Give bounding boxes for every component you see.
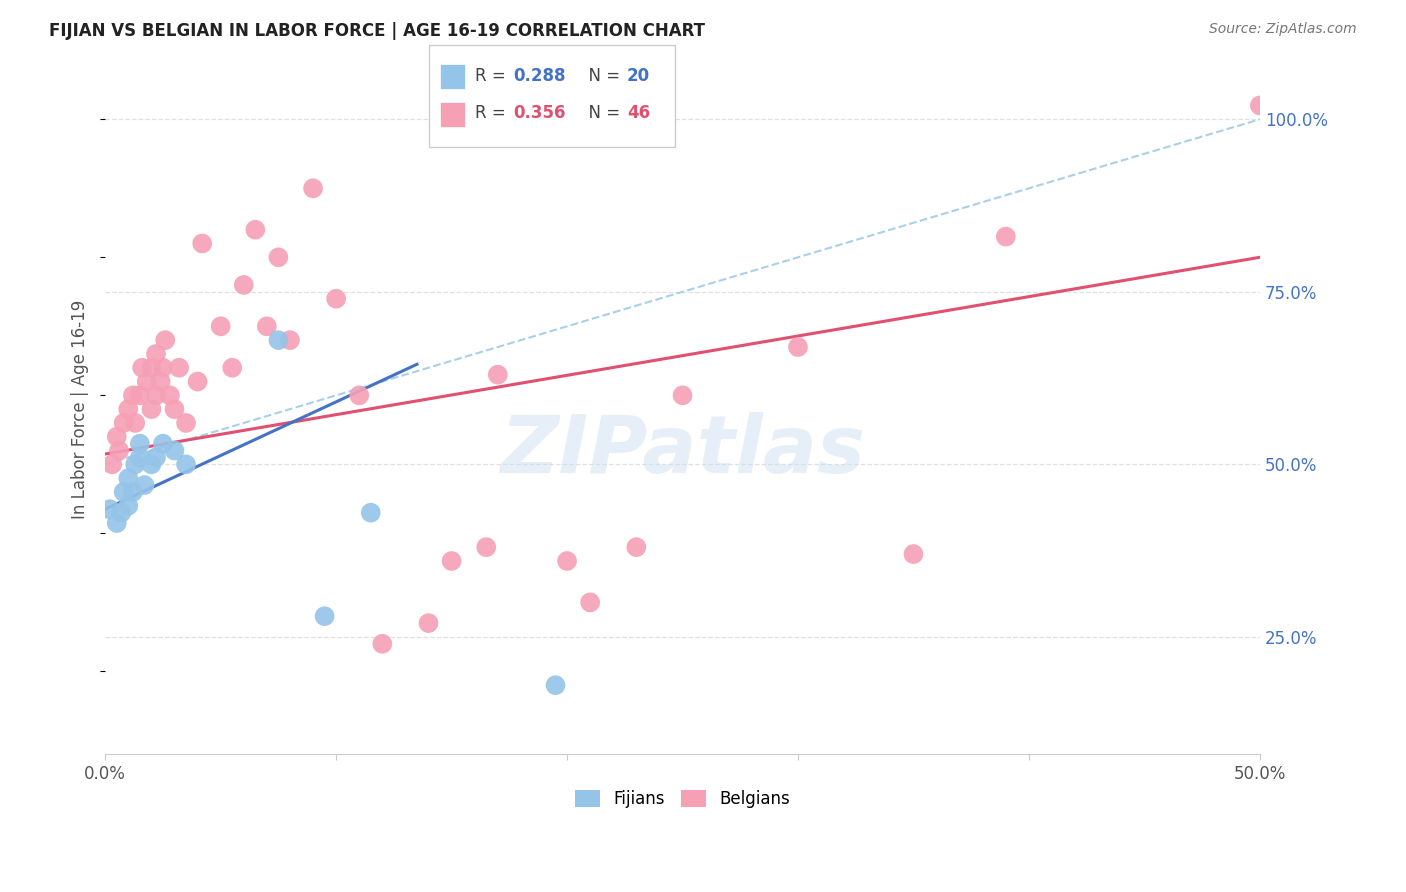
Point	[101, 458, 124, 472]
Point	[1249, 98, 1271, 112]
Point	[117, 471, 139, 485]
Point	[163, 402, 186, 417]
Point	[145, 450, 167, 465]
Point	[418, 616, 440, 631]
Point	[149, 375, 172, 389]
Text: 46: 46	[627, 104, 650, 122]
Point	[994, 229, 1017, 244]
Point	[128, 450, 150, 465]
Point	[221, 360, 243, 375]
Point	[134, 478, 156, 492]
Text: R =: R =	[475, 67, 512, 85]
Point	[108, 443, 131, 458]
Point	[163, 443, 186, 458]
Point	[232, 277, 254, 292]
Point	[671, 388, 693, 402]
Point	[555, 554, 578, 568]
Point	[486, 368, 509, 382]
Point	[122, 388, 145, 402]
Point	[112, 485, 135, 500]
Point	[145, 347, 167, 361]
Point	[787, 340, 810, 354]
Text: 20: 20	[627, 67, 650, 85]
Point	[325, 292, 347, 306]
Text: 0.288: 0.288	[513, 67, 565, 85]
Point	[475, 540, 498, 554]
Point	[131, 360, 153, 375]
Text: ZIPatlas: ZIPatlas	[501, 411, 865, 490]
Point	[124, 458, 146, 472]
Point	[135, 375, 157, 389]
Legend: Fijians, Belgians: Fijians, Belgians	[568, 783, 797, 815]
Point	[152, 436, 174, 450]
Point	[302, 181, 325, 195]
Point	[174, 416, 197, 430]
Point	[124, 416, 146, 430]
Point	[110, 506, 132, 520]
Text: N =: N =	[578, 104, 626, 122]
Point	[112, 416, 135, 430]
Point	[117, 499, 139, 513]
Point	[141, 360, 163, 375]
Point	[440, 554, 463, 568]
Point	[122, 485, 145, 500]
Point	[155, 333, 177, 347]
Point	[209, 319, 232, 334]
Point	[245, 223, 267, 237]
Point	[278, 333, 301, 347]
Point	[267, 250, 290, 264]
Point	[187, 375, 209, 389]
Point	[105, 516, 128, 530]
Point	[117, 402, 139, 417]
Point	[256, 319, 278, 334]
Point	[314, 609, 336, 624]
Point	[128, 388, 150, 402]
Point	[191, 236, 214, 251]
Point	[128, 436, 150, 450]
Point	[174, 458, 197, 472]
Text: Source: ZipAtlas.com: Source: ZipAtlas.com	[1209, 22, 1357, 37]
Point	[141, 458, 163, 472]
Point	[145, 388, 167, 402]
Point	[141, 402, 163, 417]
Point	[159, 388, 181, 402]
Point	[579, 595, 602, 609]
Text: R =: R =	[475, 104, 512, 122]
Text: N =: N =	[578, 67, 626, 85]
Y-axis label: In Labor Force | Age 16-19: In Labor Force | Age 16-19	[72, 300, 89, 519]
Point	[371, 637, 394, 651]
Text: FIJIAN VS BELGIAN IN LABOR FORCE | AGE 16-19 CORRELATION CHART: FIJIAN VS BELGIAN IN LABOR FORCE | AGE 1…	[49, 22, 706, 40]
Point	[152, 360, 174, 375]
Point	[626, 540, 648, 554]
Point	[105, 430, 128, 444]
Point	[349, 388, 371, 402]
Point	[360, 506, 382, 520]
Text: 0.356: 0.356	[513, 104, 565, 122]
Point	[167, 360, 190, 375]
Point	[903, 547, 925, 561]
Point	[544, 678, 567, 692]
Point	[267, 333, 290, 347]
Point	[98, 502, 121, 516]
